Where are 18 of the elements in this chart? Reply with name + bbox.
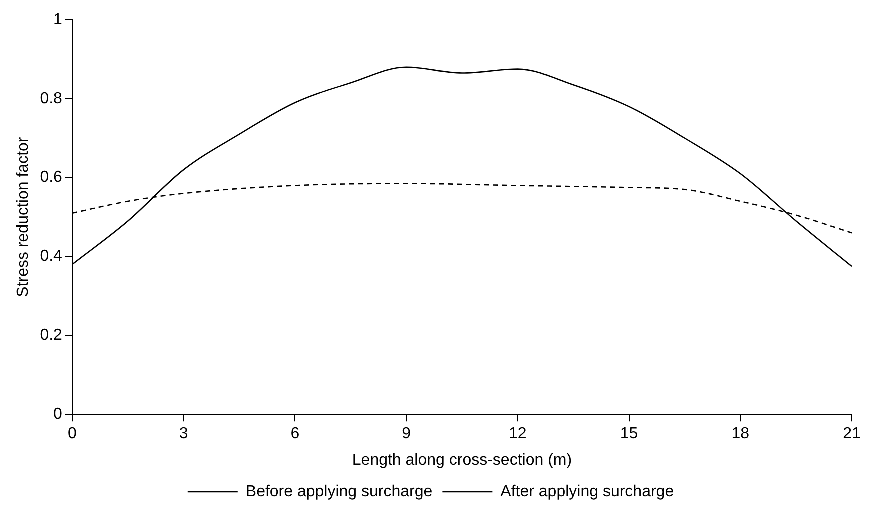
x-tick-label: 12: [509, 426, 527, 443]
x-tick-label: 9: [402, 426, 412, 443]
x-tick-label: 21: [843, 426, 861, 443]
y-tick-label: 0.2: [40, 327, 63, 344]
y-tick-label: 0: [54, 406, 63, 424]
y-tick-label: 0.4: [40, 248, 63, 266]
x-tick-label: 15: [620, 426, 638, 443]
x-tick-label: 18: [732, 426, 750, 443]
y-tick-label: 0.6: [40, 169, 63, 186]
y-axis-title: Stress reduction factor: [15, 136, 32, 298]
x-tick-label: 3: [179, 426, 188, 443]
y-tick-label: 1: [54, 11, 63, 28]
x-tick-label: 6: [290, 426, 300, 443]
x-axis-title: Length along cross-section (m): [352, 452, 572, 469]
x-tick-label: 0: [68, 426, 77, 443]
y-tick-label: 0.8: [40, 90, 63, 108]
legend-label: Before applying surcharge: [246, 483, 433, 500]
legend-label: After applying surcharge: [500, 483, 674, 500]
